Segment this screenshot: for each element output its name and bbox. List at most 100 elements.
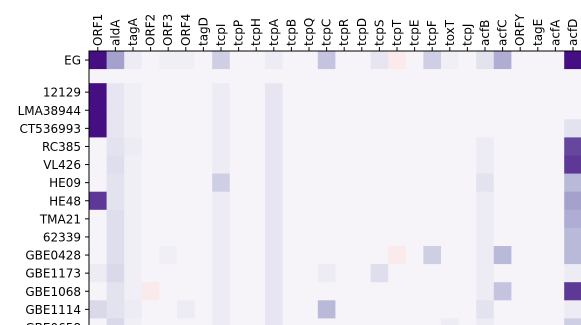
heatmap-cell — [212, 119, 231, 138]
heatmap-cell — [546, 83, 565, 102]
column-label: ORFY — [513, 13, 527, 46]
heatmap-cell — [194, 51, 213, 70]
heatmap-cell — [124, 209, 143, 229]
heatmap-cell — [476, 300, 495, 319]
heatmap-cell — [458, 264, 477, 283]
column-label: ORF1 — [91, 14, 105, 46]
heatmap-cell — [159, 119, 178, 138]
heatmap-cells — [89, 51, 581, 325]
heatmap-cell — [194, 137, 213, 156]
heatmap-cell — [89, 51, 107, 70]
heatmap-cell — [300, 173, 319, 193]
heatmap-cell — [388, 209, 407, 229]
heatmap-cell — [265, 227, 283, 247]
heatmap-cell — [141, 246, 160, 265]
heatmap-cell — [317, 246, 336, 265]
heatmap-cell — [388, 137, 407, 156]
heatmap-cell — [159, 264, 178, 283]
heatmap-cell — [282, 209, 301, 229]
row-label: 62339 — [43, 230, 81, 244]
heatmap-cell — [177, 119, 195, 138]
heatmap-cell — [388, 318, 407, 325]
heatmap-cell — [405, 191, 424, 211]
heatmap-cell — [493, 264, 512, 283]
heatmap-cell — [159, 191, 178, 211]
heatmap-cell — [441, 51, 459, 70]
heatmap-cell — [229, 119, 248, 138]
heatmap-cell — [388, 300, 407, 319]
heatmap-cell — [194, 209, 213, 229]
heatmap-cell — [229, 264, 248, 283]
heatmap-cell — [229, 101, 248, 120]
heatmap-cell — [353, 101, 371, 120]
heatmap-cell — [159, 227, 178, 247]
heatmap-cell — [106, 318, 125, 325]
heatmap-cell — [317, 227, 336, 247]
heatmap-cell — [546, 191, 565, 211]
heatmap-cell — [423, 173, 442, 193]
heatmap-cell — [229, 209, 248, 229]
heatmap-cell — [458, 101, 477, 120]
heatmap-cell — [458, 246, 477, 265]
column-label: acfD — [566, 19, 580, 46]
heatmap-cell — [106, 155, 125, 174]
heatmap-cell — [247, 227, 266, 247]
heatmap-cell — [106, 227, 125, 247]
heatmap-cell — [194, 119, 213, 138]
column-label: tcpC — [320, 19, 334, 46]
heatmap-cell — [212, 51, 231, 70]
column-label: tcpE — [408, 19, 422, 46]
heatmap-cell — [106, 264, 125, 283]
heatmap-cell — [493, 101, 512, 120]
heatmap-cell — [282, 264, 301, 283]
heatmap-cell — [335, 137, 354, 156]
heatmap-cell — [370, 173, 389, 193]
heatmap-cell — [229, 173, 248, 193]
heatmap-cell — [476, 155, 495, 174]
heatmap-cell — [194, 173, 213, 193]
heatmap-cell — [564, 191, 581, 211]
heatmap-cell — [89, 173, 107, 193]
heatmap-cell — [511, 155, 530, 174]
column-label: tcpA — [267, 18, 281, 46]
heatmap-cell — [529, 246, 547, 265]
heatmap-cell — [529, 300, 547, 319]
heatmap-cell — [159, 318, 178, 325]
heatmap-cell — [423, 264, 442, 283]
heatmap-cell — [212, 191, 231, 211]
heatmap-cell — [282, 300, 301, 319]
heatmap-cell — [159, 137, 178, 156]
heatmap-cell — [441, 209, 459, 229]
heatmap-cell — [124, 51, 143, 70]
heatmap-cell — [529, 191, 547, 211]
row-label: 12129 — [43, 86, 81, 100]
heatmap-cell — [300, 191, 319, 211]
row-label: GBE0428 — [25, 249, 81, 263]
heatmap-cell — [511, 282, 530, 301]
heatmap-cell — [335, 191, 354, 211]
heatmap-cell — [353, 191, 371, 211]
heatmap-cell — [493, 209, 512, 229]
heatmap-cell — [493, 282, 512, 301]
row-label: HE48 — [49, 194, 81, 208]
heatmap-cell — [546, 155, 565, 174]
heatmap-cell — [300, 318, 319, 325]
heatmap-cell — [546, 137, 565, 156]
row-label: GBE1068 — [25, 285, 81, 299]
heatmap-cell — [370, 209, 389, 229]
heatmap-cell — [124, 282, 143, 301]
heatmap-cell — [388, 119, 407, 138]
heatmap-cell — [493, 227, 512, 247]
heatmap-cell — [229, 83, 248, 102]
heatmap-cell — [353, 318, 371, 325]
heatmap-cell — [247, 318, 266, 325]
heatmap-cell — [476, 137, 495, 156]
heatmap-cell — [353, 264, 371, 283]
heatmap-cell — [212, 101, 231, 120]
heatmap-cell — [546, 246, 565, 265]
heatmap-cell — [441, 246, 459, 265]
heatmap-cell — [177, 209, 195, 229]
heatmap-cell — [141, 318, 160, 325]
heatmap-cell — [546, 264, 565, 283]
heatmap-cell — [124, 155, 143, 174]
